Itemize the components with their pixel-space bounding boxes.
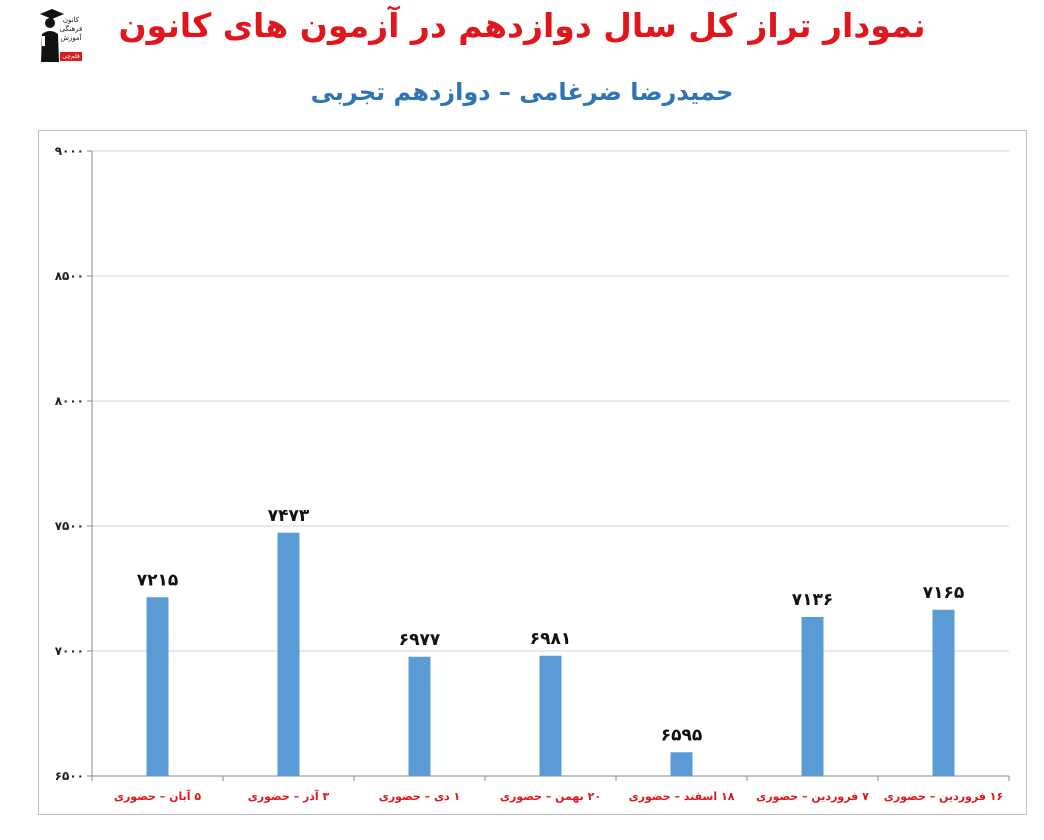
logo-badge: قلم‌چی [60,52,82,61]
y-tick-label: ۸۰۰۰ [55,394,84,408]
category-label: ۱۸ اسفند – حضوری [629,790,735,803]
gridlines [92,150,1009,652]
bar [539,655,562,776]
data-label: ۷۱۳۶ [792,590,834,610]
y-tick-label: ۸۵۰۰ [55,269,84,283]
chart-subtitle: حمیدرضا ضرغامی – دوازدهم تجربی [310,78,734,106]
category-label: ۲۰ بهمن – حضوری [500,790,601,803]
bar [801,617,824,776]
logo-text: کانون فرهنگی آموزش [58,16,84,43]
category-label: ۷ فروردین – حضوری [756,790,869,803]
bars [146,532,955,776]
y-tick-label: ۶۵۰۰ [55,769,84,783]
data-label: ۶۵۹۵ [661,725,703,745]
y-tick-label: ۷۰۰۰ [55,644,84,658]
logo-line: آموزش [60,34,82,42]
data-label: ۶۹۸۱ [530,629,572,649]
data-label: ۷۲۱۵ [137,570,179,590]
data-label: ۷۴۷۳ [268,506,310,526]
y-tick-label: ۷۵۰۰ [55,519,84,533]
chart-frame [38,130,1027,815]
chart-title: نمودار تراز کل سال دوازدهم در آزمون های … [118,6,926,45]
bar [277,532,300,776]
category-label: ۱ دی – حضوری [379,790,461,803]
category-label: ۱۶ فروردین – حضوری [884,790,1003,803]
category-label: ۳ آذر – حضوری [248,789,330,803]
data-label: ۷۱۶۵ [923,583,965,603]
logo-line: کانون [62,16,80,24]
data-label: ۶۹۷۷ [399,630,441,650]
bar [932,609,955,776]
category-label: ۵ آبان – حضوری [114,789,202,803]
y-tick-label: ۹۰۰۰ [55,144,84,158]
bar [408,656,431,776]
logo-line: فرهنگی [59,25,83,33]
labels: ۶۵۰۰ ۷۰۰۰ ۷۵۰۰ ۸۰۰۰ ۸۵۰۰ ۹۰۰۰ ۷۲۱۵ ۵ آبان – حضو… [55,144,1004,803]
bar [146,597,169,776]
bar [670,752,693,776]
